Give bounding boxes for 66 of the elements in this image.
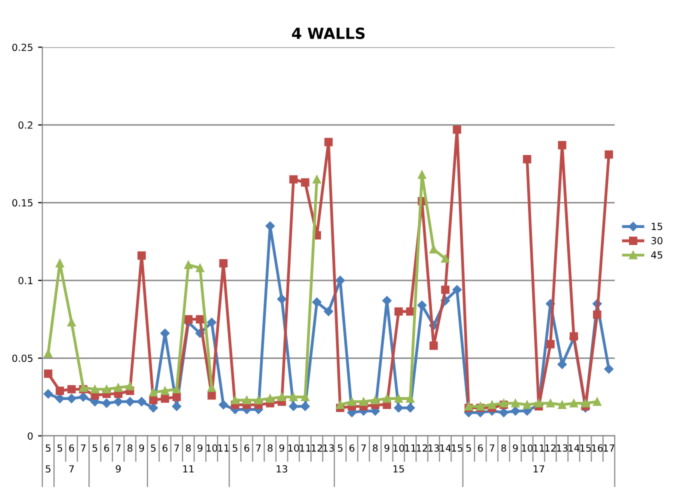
y-tick-label: 0.1 [18, 276, 32, 284]
x-tick-label: 6 [244, 444, 250, 452]
y-tick-label: 0 [28, 432, 33, 440]
text: 5 [46, 465, 50, 473]
x-tick-label: 15 [580, 444, 591, 452]
x-tick-label: 6 [162, 444, 168, 452]
x-tick-label: 5 [46, 444, 50, 452]
text: 11 [183, 465, 194, 472]
x-tick-label: 5 [58, 444, 62, 452]
x-tick-label: 8 [128, 444, 132, 452]
x-tick-label: 7 [490, 444, 494, 452]
x-tick-label: 14 [568, 444, 580, 452]
x-tick-label: 15 [452, 444, 462, 452]
x-tick-label: 10 [206, 444, 218, 452]
x-tick-label: 17 [604, 444, 614, 452]
x-tick-label: 7 [116, 444, 121, 452]
text: 15 [393, 465, 404, 473]
x-tick-label: 8 [372, 444, 378, 452]
x-tick-label: 5 [150, 444, 156, 452]
x-tick-label: 9 [139, 444, 144, 452]
text: 17 [534, 465, 544, 472]
legend-label: 45 [651, 251, 662, 259]
x-tick-label: 8 [268, 444, 273, 452]
x-tick-label: 7 [174, 444, 179, 452]
x-tick-label: 10 [288, 444, 300, 452]
x-tick-label: 5 [466, 444, 471, 452]
x-tick-label: 16 [592, 444, 603, 452]
y-tick-label: 0.05 [12, 354, 32, 362]
chart-title: 4 WALLS [292, 28, 365, 40]
x-tick-label: 7 [80, 444, 86, 452]
x-tick-label: 6 [349, 444, 354, 452]
x-tick-label: 11 [218, 444, 229, 452]
x-tick-label: 10 [393, 444, 404, 452]
y-tick-label: 0.15 [12, 199, 32, 207]
x-tick-label: 13 [428, 444, 440, 452]
x-tick-label: 6 [69, 444, 74, 452]
x-tick-label: 11 [300, 444, 310, 452]
x-tick-label: 12 [416, 444, 428, 452]
x-tick-label: 7 [256, 444, 261, 452]
x-tick-label: 11 [534, 444, 544, 452]
x-tick-label: 7 [361, 444, 366, 452]
x-tick-label: 5 [338, 444, 342, 452]
legend-label: 30 [651, 237, 662, 244]
x-tick-label: 9 [279, 444, 284, 452]
x-tick-label: 9 [198, 444, 202, 452]
x-tick-label: 8 [501, 444, 506, 452]
x-tick-label: 10 [522, 444, 533, 452]
y-tick-label: 0.2 [18, 121, 32, 129]
x-tick-label: 13 [323, 444, 334, 452]
x-tick-label: 6 [104, 444, 110, 452]
x-tick-label: 14 [440, 444, 451, 452]
legend-label: 15 [652, 222, 662, 230]
x-tick-label: 6 [478, 444, 483, 452]
y-tick-label: 0.25 [12, 44, 32, 52]
text: 13 [276, 465, 288, 473]
x-tick-label: 9 [512, 444, 518, 452]
x-tick-label: 8 [186, 444, 191, 452]
text: 7 [69, 465, 74, 472]
text: 9 [116, 465, 121, 473]
x-tick-label: 12 [545, 444, 556, 452]
x-tick-label: 11 [405, 444, 416, 452]
x-tick-label: 5 [92, 444, 98, 452]
x-tick-label: 13 [557, 444, 568, 452]
x-tick-label: 12 [312, 444, 322, 452]
x-tick-label: 9 [384, 444, 390, 452]
x-tick-label: 5 [232, 444, 238, 452]
